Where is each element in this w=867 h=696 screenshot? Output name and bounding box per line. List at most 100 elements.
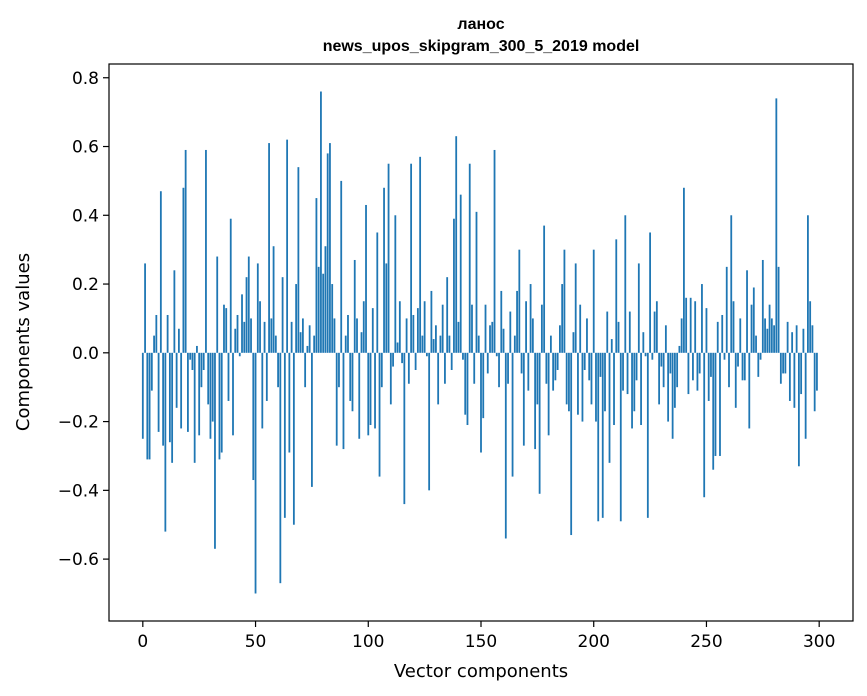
bar [444,352,446,384]
bar [714,352,717,456]
bar [173,270,176,353]
bar [536,352,539,405]
bar [680,318,683,353]
bar [545,352,548,384]
bar [757,352,760,377]
bar [493,149,496,353]
bar [788,352,791,401]
bar [683,187,685,353]
bar [692,352,694,381]
bar [604,352,606,412]
bar [376,232,379,353]
bar [342,352,345,450]
bar [207,352,210,405]
bar [369,352,372,426]
bar [554,352,557,381]
chart-title-line-2: news_upos_skipgram_300_5_2019 model [323,38,640,55]
bar [175,352,178,408]
bar [252,352,255,481]
bar [590,352,593,405]
bar [696,352,699,391]
bar [716,321,719,353]
bar [308,325,311,353]
bar [410,163,413,353]
y-tick-label: 0.8 [72,69,99,89]
bar [775,98,778,353]
bar [290,321,293,353]
bar [538,352,541,494]
bar [608,352,611,463]
bar [761,259,764,353]
bar [529,284,532,353]
bar [527,352,530,391]
bar [254,352,257,594]
bar [155,314,158,353]
y-tick-label: 0.4 [72,206,99,226]
bar [592,249,595,353]
bar [389,352,392,405]
bar [362,301,365,353]
bar [617,321,620,353]
bar [241,294,243,353]
bar [509,311,512,353]
bar [225,308,228,353]
y-tick-label: 0.6 [72,138,99,158]
bar [425,352,428,357]
bar [725,266,728,353]
bar [752,287,755,353]
y-tick-label: 0.2 [72,275,99,295]
bar [277,352,279,388]
bar [698,352,701,374]
bar [259,301,261,353]
bar [286,139,289,353]
y-tick-label: 0.0 [72,344,99,364]
bar [187,352,189,432]
bar [274,335,277,353]
bar [667,352,670,422]
bar [256,263,259,353]
bar [353,259,356,353]
bar [457,321,460,353]
bar [669,352,672,374]
bar [664,325,667,353]
bar [387,163,390,353]
bar [168,352,171,443]
bar [317,266,320,353]
bar [281,277,284,353]
bar [540,304,543,353]
bar [565,352,568,405]
chart-title-line-1: ланос [457,16,504,33]
bar [689,297,692,353]
bar [349,352,352,401]
bar [518,249,521,353]
bar [150,352,153,391]
y-tick-label: −0.2 [58,413,99,433]
bar [416,308,419,353]
bar [229,218,232,353]
bar [292,352,295,525]
bar [687,352,690,395]
bar [791,332,794,353]
bar [595,352,597,422]
bar [816,352,818,391]
bar [177,328,180,353]
bar [732,301,735,353]
bar [144,263,146,353]
bar [642,332,645,353]
bar [184,149,187,353]
y-tick-label: −0.4 [58,481,99,501]
bar [421,335,424,353]
bar [270,318,273,353]
bar [626,352,629,395]
bar [263,321,266,353]
bar [268,143,270,353]
bar [475,211,478,353]
bar [730,215,733,353]
bar [764,318,766,353]
bar [568,352,570,412]
bar [574,263,577,353]
bar [439,335,442,353]
bar [489,325,491,353]
bar [678,345,681,353]
